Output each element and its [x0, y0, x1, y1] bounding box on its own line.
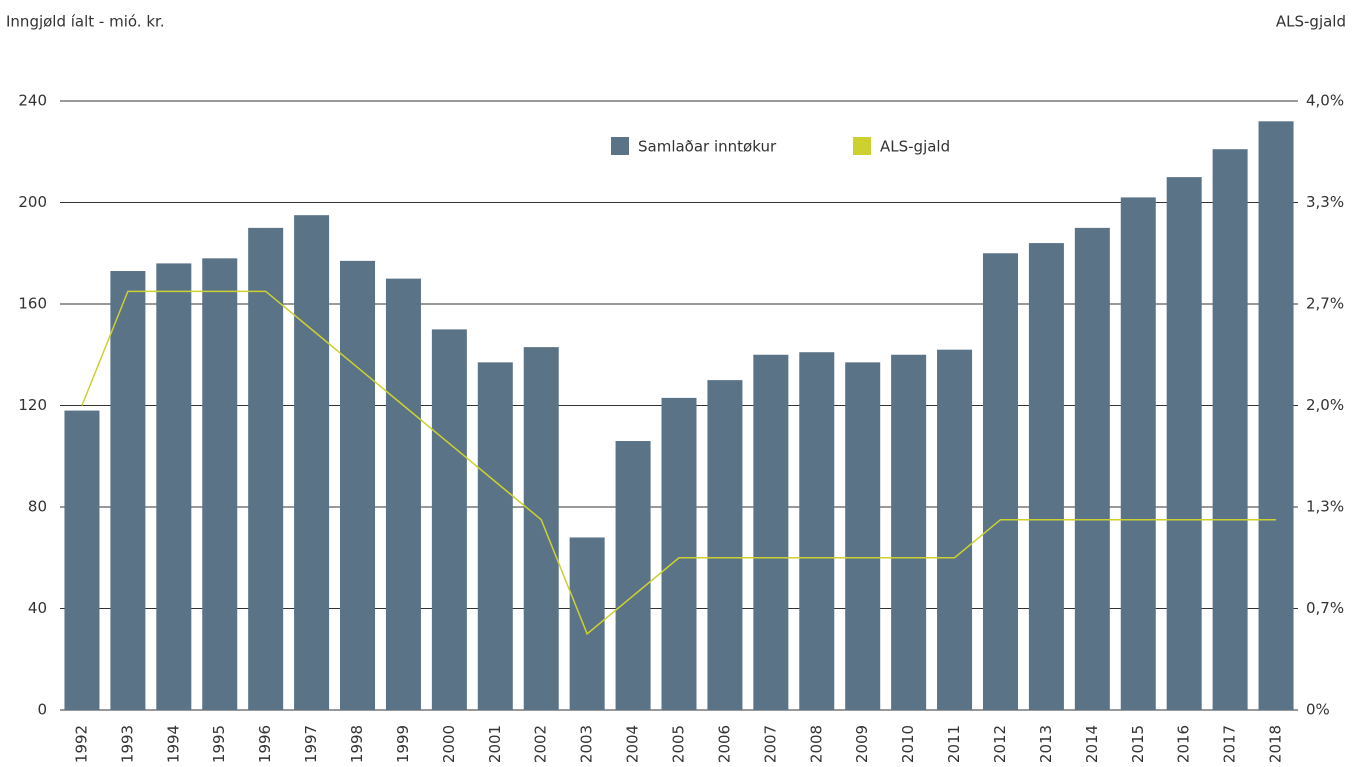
- legend-label: ALS-gjald: [880, 138, 950, 156]
- bar: [937, 349, 973, 710]
- bar: [799, 352, 835, 710]
- legend-label: Samlaðar inntøkur: [638, 138, 777, 156]
- y2-tick-label: 0,7%: [1306, 599, 1344, 617]
- x-tick-label: 2009: [853, 725, 871, 763]
- bar: [110, 271, 146, 710]
- bar: [1028, 243, 1064, 710]
- x-tick-label: 2018: [1267, 725, 1285, 763]
- x-tick-label: 2013: [1037, 725, 1055, 763]
- bar: [1258, 121, 1294, 711]
- bar: [294, 215, 330, 710]
- x-tick-label: 1996: [256, 725, 274, 763]
- x-tick-label: 2011: [945, 725, 963, 763]
- x-tick-label: 2003: [578, 725, 596, 763]
- bar: [1074, 227, 1110, 710]
- y-tick-label: 160: [18, 295, 47, 313]
- bar: [523, 347, 559, 710]
- y2-tick-label: 1,3%: [1306, 498, 1344, 516]
- x-tick-label: 2007: [761, 725, 779, 763]
- x-tick-label: 2008: [807, 725, 825, 763]
- x-tick-label: 1992: [72, 725, 90, 763]
- y2-tick-label: 3,3%: [1306, 193, 1344, 211]
- legend-swatch: [853, 137, 871, 155]
- x-tick-label: 2017: [1221, 725, 1239, 763]
- bar: [1166, 177, 1202, 710]
- bar: [982, 253, 1018, 710]
- y-tick-label: 80: [28, 498, 47, 516]
- bar: [1120, 197, 1156, 711]
- y-tick-label: 200: [18, 193, 47, 211]
- bar: [1212, 149, 1248, 710]
- y2-tick-label: 0%: [1306, 701, 1330, 719]
- x-tick-label: 2005: [670, 725, 688, 763]
- x-tick-label: 2001: [486, 725, 504, 763]
- x-tick-label: 1993: [118, 725, 136, 763]
- y-tick-label: 240: [18, 92, 47, 110]
- y2-tick-label: 2,0%: [1306, 396, 1344, 414]
- bar: [202, 258, 238, 710]
- bar: [431, 329, 467, 710]
- x-tick-label: 2014: [1083, 725, 1101, 763]
- x-tick-label: 2016: [1175, 725, 1193, 763]
- legend-swatch: [611, 137, 629, 155]
- bar: [248, 227, 284, 710]
- y2-axis-title: ALS-gjald: [1276, 13, 1346, 31]
- x-tick-label: 2015: [1129, 725, 1147, 763]
- x-tick-label: 2006: [715, 725, 733, 763]
- y-tick-label: 40: [28, 599, 47, 617]
- y-tick-label: 0: [37, 701, 47, 719]
- bar: [845, 362, 881, 710]
- bar: [707, 380, 743, 710]
- bar: [477, 362, 513, 710]
- y-axis-title: Inngjøld íalt - mió. kr.: [6, 13, 165, 31]
- bar: [156, 263, 192, 710]
- x-tick-label: 1995: [210, 725, 228, 763]
- x-tick-label: 2012: [991, 725, 1009, 763]
- bar: [615, 441, 651, 710]
- x-tick-label: 2010: [899, 725, 917, 763]
- bar: [385, 278, 421, 710]
- y2-tick-label: 2,7%: [1306, 294, 1344, 312]
- bar: [340, 260, 376, 710]
- y-tick-label: 120: [18, 396, 47, 414]
- x-tick-label: 1997: [302, 725, 320, 763]
- bar: [64, 410, 100, 710]
- x-tick-label: 2002: [532, 725, 550, 763]
- bar: [891, 354, 927, 710]
- bar: [753, 354, 789, 710]
- y2-tick-label: 4,0%: [1306, 92, 1344, 110]
- x-tick-label: 2004: [624, 725, 642, 763]
- line: [81, 290, 1277, 636]
- x-tick-label: 2000: [440, 725, 458, 763]
- x-tick-label: 1999: [394, 725, 412, 763]
- bar: [661, 397, 697, 710]
- x-tick-label: 1998: [348, 725, 366, 763]
- x-tick-label: 1994: [164, 725, 182, 763]
